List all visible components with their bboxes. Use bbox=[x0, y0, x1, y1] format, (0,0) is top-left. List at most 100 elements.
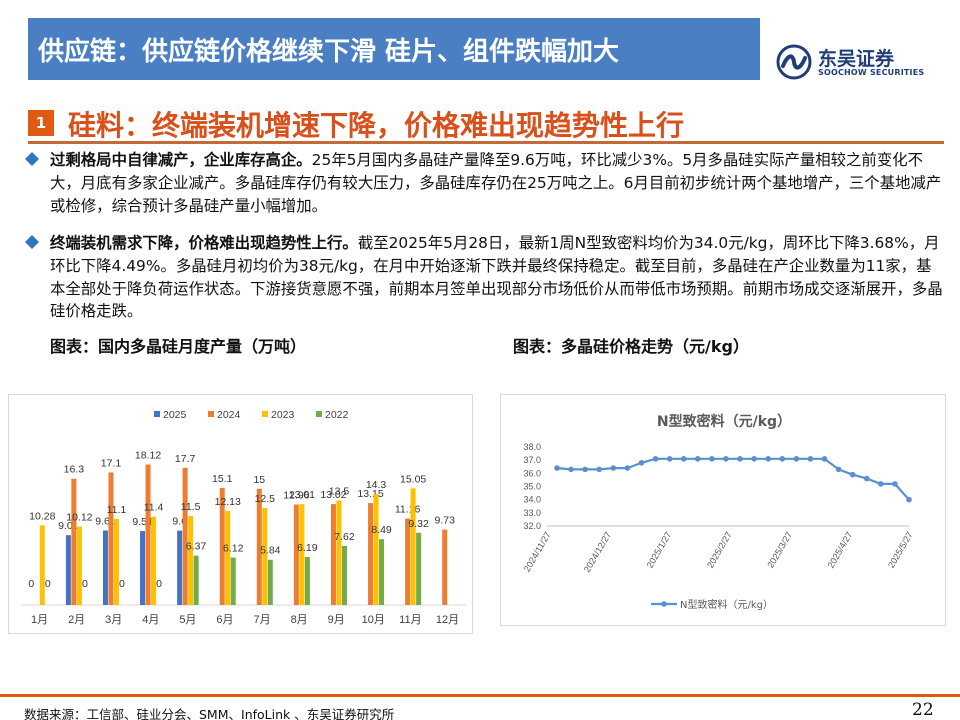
bar-label-2023-11月: 15.05 bbox=[400, 473, 426, 485]
diamond-bullet-icon bbox=[25, 235, 39, 249]
bar-label-2022-8月: 6.19 bbox=[297, 542, 318, 554]
legend-label-2023: 2023 bbox=[271, 409, 295, 421]
data-point-6 bbox=[638, 460, 645, 466]
data-point-14 bbox=[751, 456, 757, 462]
production-bar-chart: 2025 2024 2023 2022 1月 0 10.28 0 2月 9.01 16.3 10.12… bbox=[8, 394, 473, 634]
chart-title: N型致密料（元/kg） bbox=[657, 413, 791, 430]
x-tick-label: 10月 bbox=[362, 614, 385, 626]
series-line bbox=[556, 457, 910, 501]
chart-caption-left: 图表：国内多晶硅月度产量（万吨） bbox=[50, 337, 307, 356]
legend-swatch-2025 bbox=[154, 411, 160, 417]
bar-2022-7月 bbox=[267, 559, 273, 605]
bar-2024-12月 bbox=[442, 529, 448, 605]
legend-label-2024: 2024 bbox=[217, 409, 241, 421]
x-tick-label: 2024/12/27 bbox=[582, 530, 613, 574]
data-point-4 bbox=[610, 465, 617, 471]
bar-label-2022-10月: 8.49 bbox=[371, 524, 392, 536]
bar-label-2025-1月: 0 bbox=[28, 578, 34, 590]
page-title: 供应链：供应链价格继续下滑 硅片、组件跌幅加大 bbox=[38, 37, 620, 67]
legend-marker bbox=[661, 601, 667, 607]
bar-label-2024-9月: 13.02 bbox=[320, 489, 346, 501]
bar-2024-8月 bbox=[293, 504, 299, 605]
bar-2023-1月 bbox=[39, 525, 45, 605]
data-point-18 bbox=[807, 456, 814, 462]
y-tick-label: 34.0 bbox=[523, 495, 541, 505]
logo-english-name: SOOCHOW SECURITIES bbox=[818, 68, 925, 77]
bar-label-2023-10月: 14.3 bbox=[366, 479, 387, 491]
data-point-11 bbox=[709, 456, 715, 462]
y-tick-label: 35.0 bbox=[523, 482, 541, 492]
bar-2025-4月 bbox=[140, 531, 146, 605]
x-tick-label: 2025/3/27 bbox=[765, 530, 794, 570]
bar-label-2023-5月: 11.5 bbox=[181, 501, 201, 513]
bullet-item-2: 终端装机需求下降，价格难出现趋势性上行。截至2025年5月28日，最新1周N型致… bbox=[25, 232, 946, 328]
diamond-bullet-icon bbox=[25, 152, 39, 166]
bar-label-2024-4月: 18.12 bbox=[135, 450, 161, 462]
data-point-7 bbox=[652, 456, 659, 462]
bar-label-2022-11月: 9.32 bbox=[408, 518, 429, 530]
bullet-body: 25年5月国内多晶硅产量降至9.6万吨，环比减少3%。5月多晶硅实际产量相较之前… bbox=[50, 151, 942, 215]
bar-chart-svg: 2025 2024 2023 20221月010.2802月9.0116.310.12… bbox=[21, 409, 466, 626]
bullet-body: 截至2025年5月28日，最新1周N型致密料均价为34.0元/kg，周环比下降3… bbox=[50, 234, 943, 321]
bar-2025-2月 bbox=[65, 535, 71, 605]
legend-label-2025: 2025 bbox=[163, 409, 187, 421]
bar-2024-5月 bbox=[182, 467, 188, 605]
bar-2023-10月 bbox=[373, 494, 379, 605]
x-tick-label: 11月 bbox=[399, 614, 421, 626]
data-point-9 bbox=[680, 456, 687, 462]
legend-label: N型致密料（元/kg） bbox=[680, 598, 773, 611]
bar-2022-8月 bbox=[304, 557, 310, 605]
legend-swatch-2023 bbox=[262, 411, 268, 417]
bar-2022-6月 bbox=[230, 557, 236, 605]
legend-label-2022: 2022 bbox=[325, 409, 349, 421]
bar-2023-8月 bbox=[299, 504, 305, 605]
bar-label-2024-12月: 9.73 bbox=[434, 515, 455, 527]
bar-label-2022-4月: 0 bbox=[156, 578, 162, 590]
bar-2023-7月 bbox=[262, 508, 268, 605]
bar-label-2024-7月: 15 bbox=[253, 474, 265, 486]
bar-2023-4月 bbox=[151, 516, 157, 605]
bar-label-2022-1月: 0 bbox=[45, 578, 51, 590]
data-point-23 bbox=[878, 481, 884, 487]
section-divider bbox=[28, 141, 944, 144]
data-point-0 bbox=[554, 465, 560, 471]
section-number: 1 bbox=[28, 110, 54, 136]
x-tick-label: 8月 bbox=[291, 614, 308, 626]
y-tick-label: 37.0 bbox=[523, 455, 541, 465]
data-point-3 bbox=[596, 466, 603, 473]
x-tick-label: 1月 bbox=[31, 614, 48, 626]
bar-2025-3月 bbox=[102, 530, 108, 605]
x-tick-label: 12月 bbox=[436, 614, 459, 626]
y-tick-label: 33.0 bbox=[523, 508, 541, 518]
line-chart-svg: N型致密料（元/kg） 32.0 33.0 34.0 35.0 36.0 37.0 38.0 2… bbox=[522, 413, 915, 611]
bullet-lead: 终端装机需求下降，价格难出现趋势性上行。 bbox=[50, 234, 358, 252]
data-point-10 bbox=[695, 456, 701, 462]
data-point-8 bbox=[666, 456, 673, 462]
bar-2023-6月 bbox=[225, 510, 231, 605]
x-tick-label: 2025/1/27 bbox=[645, 530, 674, 570]
bar-label-2024-2月: 16.3 bbox=[64, 464, 85, 476]
bar-label-2022-7月: 5.84 bbox=[260, 545, 281, 557]
bar-2025-5月 bbox=[177, 530, 183, 605]
bar-label-2024-5月: 17.7 bbox=[175, 453, 196, 465]
footer-divider bbox=[0, 694, 960, 697]
data-point-15 bbox=[765, 456, 771, 462]
x-tick-label: 2月 bbox=[68, 614, 85, 626]
header-bar: 供应链：供应链价格继续下滑 硅片、组件跌幅加大 bbox=[28, 18, 760, 80]
bar-label-2024-3月: 17.1 bbox=[101, 457, 122, 469]
x-tick-label: 2025/4/27 bbox=[826, 530, 855, 570]
x-tick-label: 2024/11/27 bbox=[522, 530, 553, 573]
bar-label-2023-3月: 11.1 bbox=[107, 504, 127, 516]
bar-2022-11月 bbox=[416, 532, 422, 605]
data-point-2 bbox=[582, 466, 588, 473]
x-tick-label: 7月 bbox=[253, 614, 270, 626]
x-tick-label: 9月 bbox=[328, 614, 345, 626]
bar-label-2022-5月: 6.37 bbox=[186, 541, 207, 553]
bar-2023-3月 bbox=[113, 518, 119, 605]
data-point-25 bbox=[906, 496, 912, 503]
bar-label-2023-6月: 12.13 bbox=[215, 496, 241, 508]
legend-swatch-2022 bbox=[316, 411, 322, 417]
section-title: 硅料：终端装机增速下降，价格难出现趋势性上行 bbox=[68, 109, 685, 142]
bullet-item-1: 过剩格局中自律减产，企业库存高企。25年5月国内多晶硅产量降至9.6万吨，环比减… bbox=[25, 149, 946, 221]
bar-2022-5月 bbox=[193, 555, 199, 605]
